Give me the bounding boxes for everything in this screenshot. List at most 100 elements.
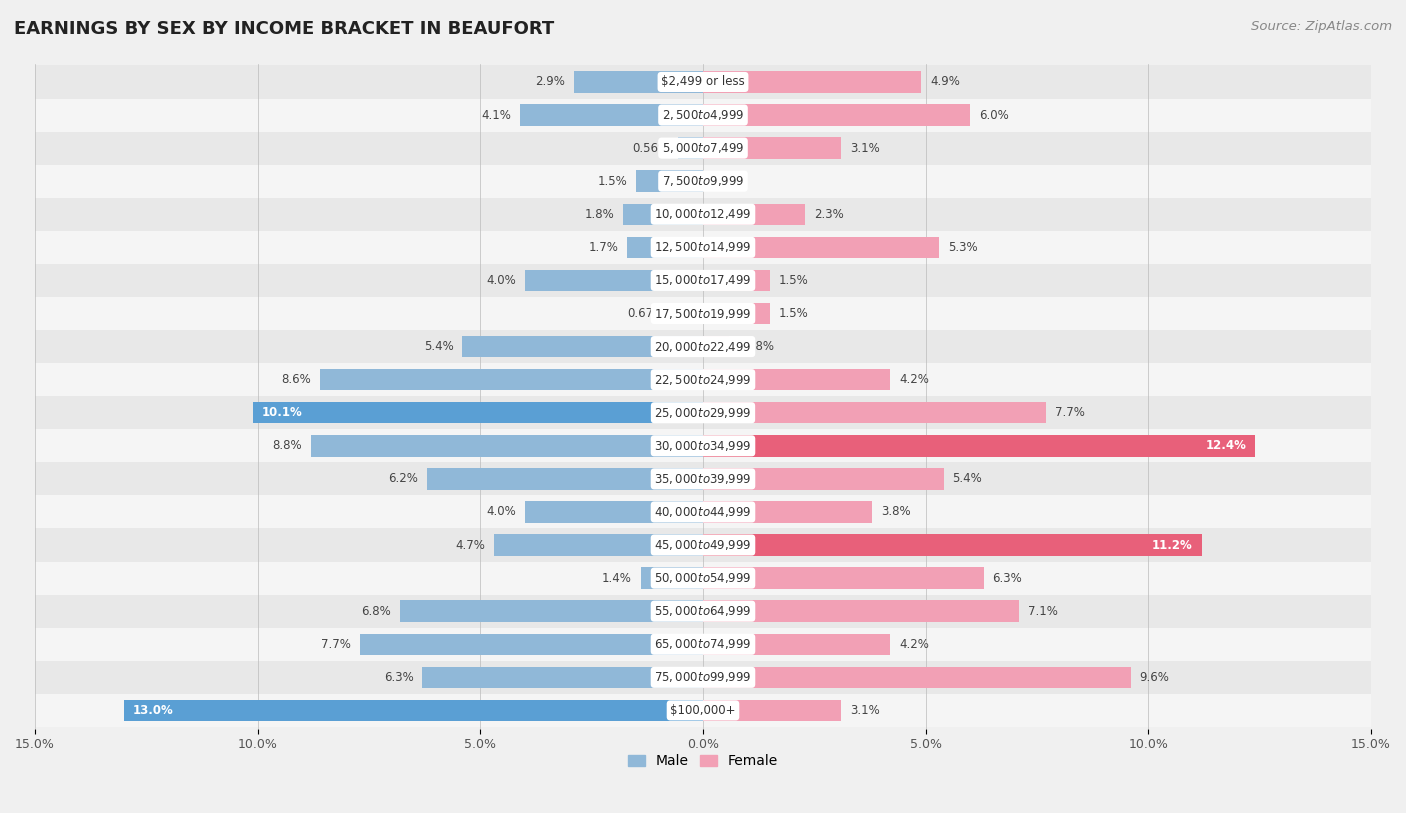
Bar [703, 633, 890, 655]
Bar [35, 198, 1371, 231]
Text: $55,000 to $64,999: $55,000 to $64,999 [654, 604, 752, 618]
Bar [35, 132, 1371, 165]
Bar [35, 297, 1371, 330]
Bar [35, 165, 1371, 198]
Bar [35, 363, 1371, 396]
Bar [524, 270, 703, 291]
Bar [703, 402, 1046, 424]
Text: 6.3%: 6.3% [384, 671, 413, 684]
Bar [360, 633, 703, 655]
Bar [703, 72, 921, 93]
Bar [703, 104, 970, 126]
Bar [703, 667, 1130, 688]
Bar [494, 534, 703, 556]
Bar [623, 203, 703, 225]
Text: 1.5%: 1.5% [779, 274, 808, 287]
Text: 13.0%: 13.0% [134, 704, 174, 717]
Text: 3.1%: 3.1% [851, 141, 880, 154]
Bar [574, 72, 703, 93]
Bar [35, 396, 1371, 429]
Text: 0.58%: 0.58% [738, 340, 775, 353]
Text: 12.4%: 12.4% [1205, 439, 1246, 452]
Text: 10.1%: 10.1% [262, 406, 302, 420]
Text: $35,000 to $39,999: $35,000 to $39,999 [654, 472, 752, 486]
Bar [678, 137, 703, 159]
Text: 2.3%: 2.3% [814, 208, 844, 221]
Text: $50,000 to $54,999: $50,000 to $54,999 [654, 571, 752, 585]
Text: 5.3%: 5.3% [948, 241, 977, 254]
Text: 8.8%: 8.8% [273, 439, 302, 452]
Bar [703, 137, 841, 159]
Text: $7,500 to $9,999: $7,500 to $9,999 [662, 174, 744, 188]
Bar [703, 567, 984, 589]
Bar [35, 231, 1371, 264]
Text: 1.8%: 1.8% [583, 208, 614, 221]
Legend: Male, Female: Male, Female [628, 754, 778, 768]
Text: 7.7%: 7.7% [1054, 406, 1084, 420]
Bar [703, 468, 943, 489]
Text: 0.67%: 0.67% [627, 307, 664, 320]
Text: $15,000 to $17,499: $15,000 to $17,499 [654, 273, 752, 288]
Bar [311, 435, 703, 457]
Bar [703, 237, 939, 258]
Text: $17,500 to $19,999: $17,500 to $19,999 [654, 307, 752, 320]
Bar [35, 628, 1371, 661]
Bar [35, 693, 1371, 727]
Text: 1.5%: 1.5% [598, 175, 627, 188]
Text: 3.8%: 3.8% [882, 506, 911, 519]
Text: 1.7%: 1.7% [589, 241, 619, 254]
Bar [35, 463, 1371, 495]
Text: 5.4%: 5.4% [423, 340, 454, 353]
Bar [253, 402, 703, 424]
Bar [520, 104, 703, 126]
Bar [35, 98, 1371, 132]
Bar [422, 667, 703, 688]
Text: 7.1%: 7.1% [1028, 605, 1057, 618]
Text: 3.1%: 3.1% [851, 704, 880, 717]
Text: $12,500 to $14,999: $12,500 to $14,999 [654, 241, 752, 254]
Text: 4.7%: 4.7% [456, 538, 485, 551]
Bar [35, 528, 1371, 562]
Text: 6.2%: 6.2% [388, 472, 418, 485]
Text: 1.5%: 1.5% [779, 307, 808, 320]
Bar [35, 594, 1371, 628]
Text: 4.2%: 4.2% [898, 637, 929, 650]
Bar [636, 171, 703, 192]
Bar [35, 264, 1371, 297]
Bar [703, 700, 841, 721]
Bar [35, 562, 1371, 594]
Text: Source: ZipAtlas.com: Source: ZipAtlas.com [1251, 20, 1392, 33]
Text: 4.2%: 4.2% [898, 373, 929, 386]
Bar [35, 65, 1371, 98]
Text: 5.4%: 5.4% [952, 472, 983, 485]
Text: 2.9%: 2.9% [536, 76, 565, 89]
Bar [703, 203, 806, 225]
Text: 1.4%: 1.4% [602, 572, 631, 585]
Bar [35, 429, 1371, 463]
Text: $20,000 to $22,499: $20,000 to $22,499 [654, 340, 752, 354]
Bar [703, 336, 728, 358]
Bar [35, 330, 1371, 363]
Text: $5,000 to $7,499: $5,000 to $7,499 [662, 141, 744, 155]
Bar [401, 601, 703, 622]
Bar [463, 336, 703, 358]
Text: $30,000 to $34,999: $30,000 to $34,999 [654, 439, 752, 453]
Bar [703, 501, 872, 523]
Text: 4.9%: 4.9% [931, 76, 960, 89]
Text: $25,000 to $29,999: $25,000 to $29,999 [654, 406, 752, 420]
Text: $2,499 or less: $2,499 or less [661, 76, 745, 89]
Text: $22,500 to $24,999: $22,500 to $24,999 [654, 372, 752, 387]
Text: 6.3%: 6.3% [993, 572, 1022, 585]
Text: $10,000 to $12,499: $10,000 to $12,499 [654, 207, 752, 221]
Bar [524, 501, 703, 523]
Text: 0.56%: 0.56% [633, 141, 669, 154]
Text: 6.8%: 6.8% [361, 605, 391, 618]
Bar [703, 601, 1019, 622]
Text: 11.2%: 11.2% [1152, 538, 1192, 551]
Bar [703, 369, 890, 390]
Bar [703, 302, 770, 324]
Text: $65,000 to $74,999: $65,000 to $74,999 [654, 637, 752, 651]
Text: $100,000+: $100,000+ [671, 704, 735, 717]
Bar [703, 270, 770, 291]
Text: 9.6%: 9.6% [1139, 671, 1170, 684]
